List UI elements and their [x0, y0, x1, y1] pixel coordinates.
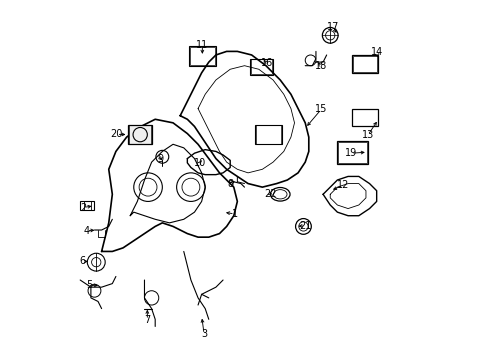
Bar: [352, 56, 377, 72]
Text: 21: 21: [299, 221, 311, 231]
Text: 20: 20: [110, 129, 122, 139]
Text: 22: 22: [264, 189, 276, 199]
Text: 12: 12: [336, 180, 348, 190]
Text: 4: 4: [83, 226, 89, 236]
Bar: [338, 142, 366, 163]
Text: 7: 7: [144, 315, 150, 325]
Text: 18: 18: [315, 62, 327, 71]
Bar: [351, 55, 378, 73]
Bar: [250, 59, 272, 74]
Bar: [80, 202, 94, 210]
Text: 8: 8: [227, 179, 234, 189]
Bar: [189, 47, 215, 65]
Text: 15: 15: [314, 104, 327, 114]
Text: 13: 13: [361, 130, 373, 140]
Text: 2: 2: [80, 203, 86, 212]
Text: 6: 6: [80, 256, 85, 266]
Bar: [189, 46, 216, 66]
Text: 17: 17: [326, 22, 339, 32]
Bar: [255, 125, 282, 144]
Bar: [249, 59, 272, 75]
Text: 9: 9: [157, 154, 163, 163]
Text: 1: 1: [231, 209, 238, 219]
Text: 5: 5: [86, 280, 92, 291]
Bar: [255, 125, 281, 144]
Text: 16: 16: [260, 58, 273, 68]
Bar: [351, 109, 378, 126]
Bar: [128, 125, 151, 144]
Text: 19: 19: [344, 148, 356, 158]
Text: 11: 11: [196, 40, 208, 50]
Text: 10: 10: [193, 158, 205, 168]
Text: 14: 14: [370, 47, 382, 57]
Bar: [129, 125, 151, 144]
Text: 3: 3: [201, 329, 207, 339]
Bar: [337, 141, 367, 164]
